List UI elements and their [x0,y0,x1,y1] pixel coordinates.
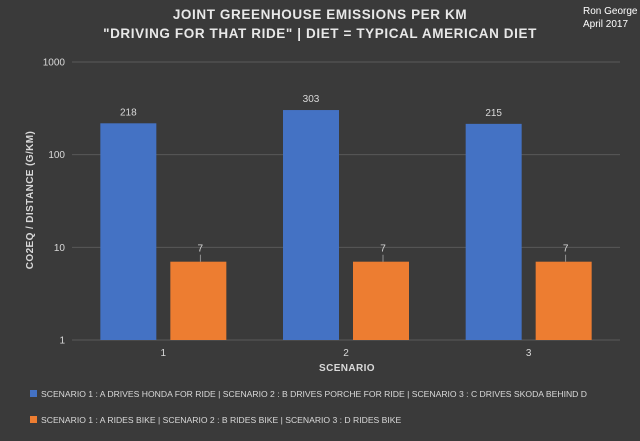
bar-series1-scenario1 [100,123,157,340]
x-tick-label: 1 [161,348,167,359]
chart-title-line-1: JOINT GREENHOUSE EMISSIONS PER KM [173,7,467,22]
y-axis-title: CO2EQ / DISTANCE (G/KM) [25,131,36,269]
legend: SCENARIO 1 : A DRIVES HONDA FOR RIDE | S… [30,389,587,425]
x-tick-label: 2 [343,348,349,359]
data-labels: 218 7 303 7 215 7 [120,94,569,262]
data-label: 218 [120,107,137,118]
bar-series1-scenario3 [465,123,522,340]
data-label: 7 [198,244,204,255]
legend-swatch-1 [30,390,37,397]
gridlines [72,61,620,341]
y-tick-label: 1 [59,336,65,347]
y-tick-label: 1000 [43,58,66,69]
chart-title-line-2: "DRIVING FOR THAT RIDE" | DIET = TYPICAL… [103,26,537,41]
y-tick-label: 100 [48,150,65,161]
bar-series2-scenario1 [170,261,227,340]
bar-series2-scenario3 [535,261,592,340]
data-label: 7 [380,244,386,255]
legend-swatch-2 [30,416,37,423]
bars [100,110,592,341]
legend-label-2: SCENARIO 1 : A RIDES BIKE | SCENARIO 2 :… [41,415,402,425]
data-label: 215 [485,108,502,119]
x-tick-label: 3 [526,348,532,359]
author-date: April 2017 [583,19,628,30]
y-tick-label: 10 [54,243,66,254]
x-axis-title: SCENARIO [319,363,375,374]
bar-series1-scenario2 [283,110,339,341]
data-label: 303 [303,94,320,105]
legend-label-1: SCENARIO 1 : A DRIVES HONDA FOR RIDE | S… [41,389,587,399]
bar-series2-scenario2 [353,261,409,340]
data-label: 7 [563,244,569,255]
author-name: Ron George [583,6,638,17]
axis-ticks: 1 10 100 1000 1 2 3 [43,58,532,360]
